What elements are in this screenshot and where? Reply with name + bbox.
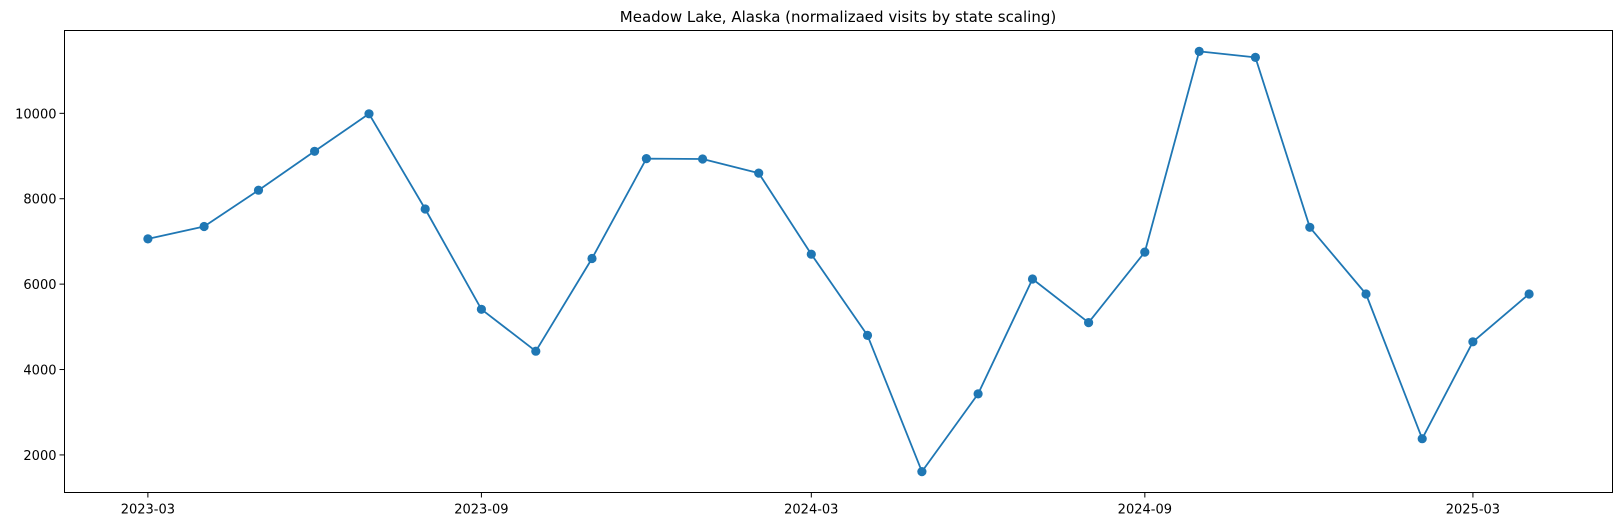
data-point xyxy=(1524,289,1534,299)
data-point xyxy=(1027,274,1038,284)
data-point xyxy=(1468,337,1478,347)
data-point xyxy=(1305,222,1315,232)
plot-frame xyxy=(64,30,1613,493)
data-point xyxy=(754,168,764,178)
x-tick-label: 2025-03 xyxy=(1446,503,1500,518)
data-point xyxy=(1361,289,1371,299)
axes: 2000 4000 6000 8000 10000 2023-03 2023-09 2024-… xyxy=(15,107,1500,517)
data-point xyxy=(806,249,816,259)
data-point xyxy=(1250,52,1260,63)
data-point xyxy=(698,154,708,164)
data-point xyxy=(143,234,153,244)
x-tick-label: 2024-09 xyxy=(1118,503,1172,518)
data-point xyxy=(862,330,873,340)
y-tick-label: 6000 xyxy=(23,278,56,293)
data-point xyxy=(420,204,430,214)
data-point xyxy=(199,221,209,232)
data-point xyxy=(531,346,541,356)
data-point xyxy=(1140,247,1150,257)
data-point xyxy=(1417,434,1427,444)
data-point xyxy=(1194,46,1204,57)
data-point xyxy=(253,185,264,195)
data-point xyxy=(917,467,927,477)
x-tick-label: 2023-03 xyxy=(121,503,175,518)
y-tick-label: 8000 xyxy=(23,193,56,208)
chart-title: Meadow Lake, Alaska (normalizaed visits … xyxy=(620,8,1056,26)
data-point xyxy=(1084,318,1094,328)
x-tick-label: 2023-09 xyxy=(454,503,508,518)
data-point xyxy=(973,389,983,399)
y-tick-label: 4000 xyxy=(23,364,56,379)
x-tick-label: 2024-03 xyxy=(784,503,838,518)
data-point xyxy=(310,146,320,156)
y-tick-label: 10000 xyxy=(15,107,56,122)
y-tick-label: 2000 xyxy=(23,449,56,464)
series-line xyxy=(147,50,1530,473)
data-point xyxy=(587,253,597,264)
data-point xyxy=(364,109,374,119)
data-point xyxy=(476,304,486,314)
series-layer xyxy=(143,46,1534,477)
data-point xyxy=(641,154,652,164)
